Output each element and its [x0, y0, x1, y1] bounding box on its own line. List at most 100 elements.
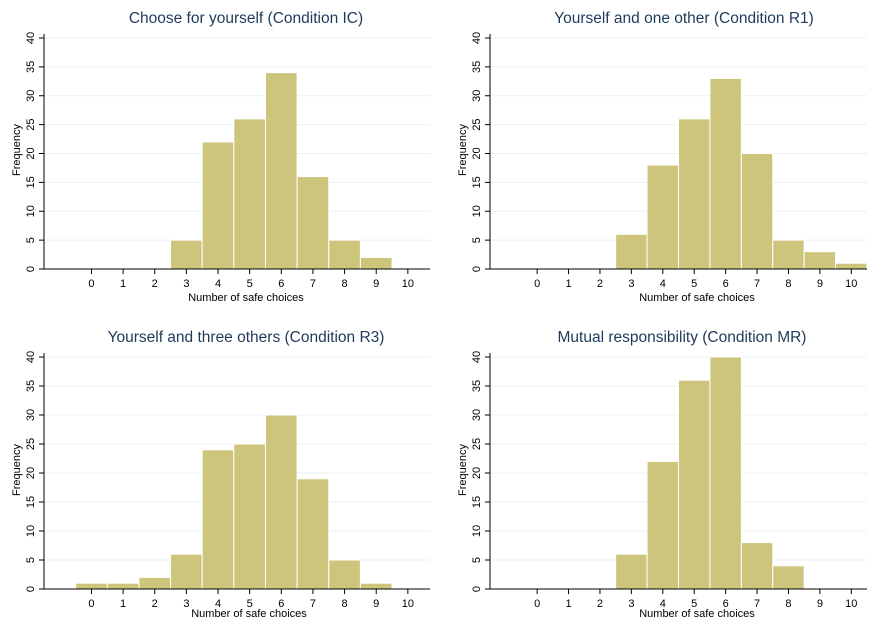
histogram-bar — [106, 582, 140, 590]
y-tick-label: 25 — [25, 438, 37, 450]
y-tick-label: 10 — [25, 205, 37, 217]
x-tick-label: 4 — [215, 278, 221, 290]
x-tick-label: 7 — [754, 278, 760, 290]
panel-mr-x-label: Number of safe choices — [639, 608, 755, 620]
x-tick-label: 9 — [817, 278, 823, 290]
y-tick-label: 30 — [471, 409, 483, 421]
histogram-bar — [709, 356, 742, 590]
histogram-bar — [170, 553, 203, 590]
y-tick-label: 25 — [25, 119, 37, 131]
histogram-bar — [233, 443, 266, 590]
y-tick-label: 25 — [471, 438, 483, 450]
x-tick-label: 0 — [534, 598, 540, 610]
y-tick-label: 15 — [25, 496, 37, 508]
panel-mr-axes — [489, 353, 867, 590]
x-tick-label: 10 — [402, 278, 414, 290]
panel-mr-x-ticks: 0 1 2 3 4 5 6 7 8 9 10 — [534, 589, 857, 610]
histogram-bar — [803, 251, 837, 270]
x-tick-label: 10 — [402, 598, 414, 610]
x-tick-label: 5 — [691, 598, 697, 610]
histogram-bar — [678, 118, 711, 270]
x-tick-label: 2 — [597, 598, 603, 610]
y-tick-label: 35 — [25, 61, 37, 73]
histogram-bar — [296, 478, 330, 590]
histogram-bar — [772, 239, 805, 270]
x-tick-label: 6 — [723, 278, 729, 290]
histogram-bar — [740, 153, 774, 270]
x-tick-label: 9 — [373, 598, 379, 610]
x-tick-label: 8 — [342, 598, 348, 610]
panel-mr-y-ticks: 0 5 10 15 20 25 30 35 40 — [471, 351, 490, 592]
histogram-bar — [201, 141, 235, 270]
panel-r1-x-ticks: 0 1 2 3 4 5 6 7 8 9 10 — [534, 269, 857, 290]
histogram-bar — [264, 72, 298, 270]
x-tick-label: 5 — [247, 598, 253, 610]
panel-mr-y-label: Frequency — [457, 444, 469, 496]
panel-r1-x-label: Number of safe choices — [639, 292, 755, 304]
y-tick-label: 0 — [471, 266, 483, 272]
y-tick-label: 10 — [25, 525, 37, 537]
x-tick-label: 1 — [120, 278, 126, 290]
x-tick-label: 1 — [565, 278, 571, 290]
panel-ic-y-label: Frequency — [11, 124, 23, 176]
panel-mr-title: Mutual responsibility (Condition MR) — [558, 329, 807, 346]
histogram-bar — [646, 164, 679, 270]
y-tick-label: 15 — [471, 496, 483, 508]
x-tick-label: 7 — [310, 598, 316, 610]
x-tick-label: 5 — [247, 278, 253, 290]
x-tick-label: 2 — [597, 278, 603, 290]
panel-ic-bars — [170, 72, 393, 270]
x-tick-label: 2 — [152, 278, 158, 290]
histogram-bar — [201, 449, 235, 590]
x-tick-label: 10 — [845, 278, 857, 290]
panel-r3-title: Yourself and three others (Condition R3) — [108, 329, 385, 346]
x-tick-label: 6 — [723, 598, 729, 610]
histogram-bar — [359, 256, 393, 270]
y-tick-label: 20 — [471, 147, 483, 159]
panel-ic-title: Choose for yourself (Condition IC) — [129, 10, 363, 27]
y-tick-label: 5 — [25, 557, 37, 563]
x-tick-label: 0 — [534, 278, 540, 290]
y-tick-label: 5 — [471, 557, 483, 563]
histogram-bar — [328, 239, 361, 270]
y-tick-label: 35 — [471, 61, 483, 73]
x-tick-label: 7 — [310, 278, 316, 290]
y-tick-label: 0 — [25, 586, 37, 592]
x-tick-label: 3 — [628, 598, 634, 610]
panel-ic-axes — [43, 34, 430, 270]
y-tick-label: 40 — [25, 32, 37, 44]
panel-ic-x-ticks: 0 1 2 3 4 5 6 7 8 9 10 — [88, 269, 414, 290]
panel-ic-x-label: Number of safe choices — [188, 292, 304, 304]
panel-ic-y-ticks: 0 5 10 15 20 25 30 35 40 — [25, 32, 44, 272]
panel-r1-y-ticks: 0 5 10 15 20 25 30 35 40 — [471, 32, 490, 272]
x-tick-label: 3 — [183, 598, 189, 610]
histogram-bar — [615, 553, 648, 590]
y-tick-label: 0 — [471, 586, 483, 592]
y-tick-label: 30 — [25, 409, 37, 421]
histogram-bar — [678, 379, 711, 590]
x-tick-label: 0 — [88, 278, 94, 290]
y-tick-label: 20 — [25, 147, 37, 159]
y-tick-label: 30 — [25, 90, 37, 102]
panel-mr-bars — [615, 356, 805, 590]
x-tick-label: 4 — [215, 598, 221, 610]
panel-ic: Choose for yourself (Condition IC) 05101… — [11, 10, 430, 304]
panel-r3-y-ticks: 0 5 10 15 20 25 30 35 40 — [25, 351, 44, 592]
panel-r1-axes — [489, 34, 867, 270]
panel-mr: Mutual responsibility (Condition MR) 0 5 1… — [457, 329, 867, 620]
histogram-bar — [772, 565, 805, 590]
x-tick-label: 3 — [628, 278, 634, 290]
histogram-bar — [264, 414, 298, 590]
x-tick-label: 4 — [660, 278, 666, 290]
y-tick-label: 10 — [471, 525, 483, 537]
panel-r3: Yourself and three others (Condition R3)… — [11, 329, 430, 620]
panel-r1-y-label: Frequency — [457, 124, 469, 176]
x-tick-label: 8 — [785, 278, 791, 290]
histogram-bar — [709, 77, 742, 270]
histogram-bar — [615, 233, 648, 270]
panel-r3-x-label: Number of safe choices — [191, 608, 307, 620]
y-tick-label: 40 — [25, 351, 37, 363]
x-tick-label: 6 — [278, 278, 284, 290]
panel-r3-x-ticks: 0 1 2 3 4 5 6 7 8 9 10 — [88, 589, 414, 610]
y-tick-label: 0 — [25, 266, 37, 272]
